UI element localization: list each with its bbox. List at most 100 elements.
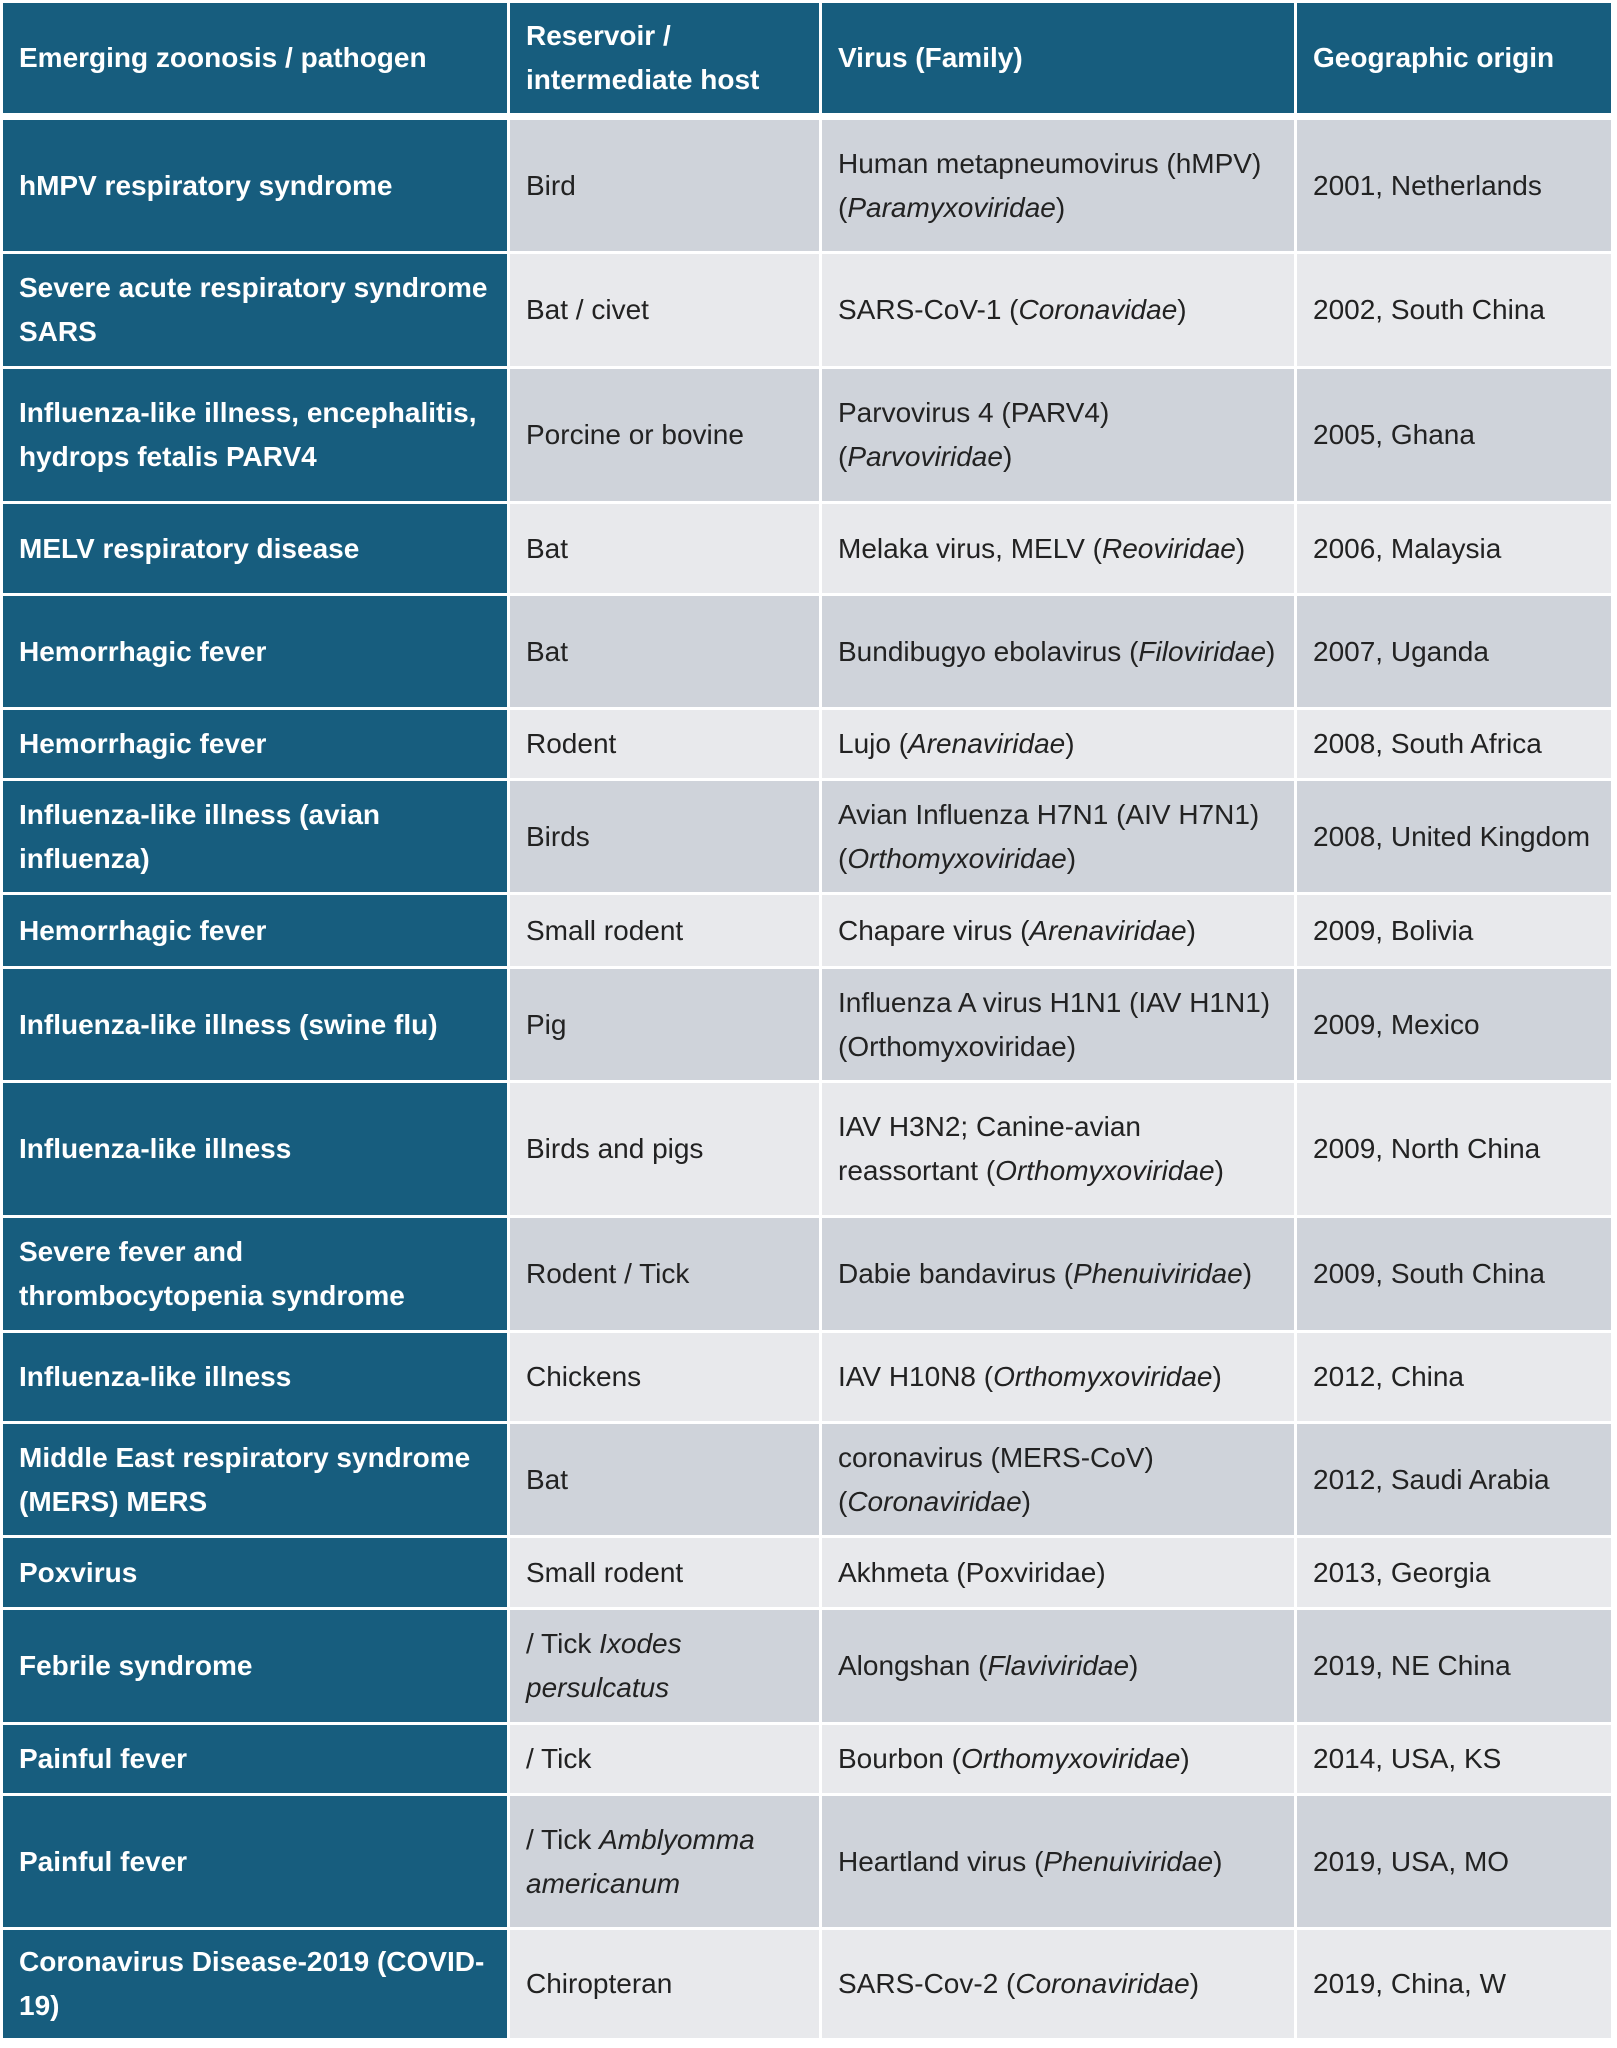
italic-text: Coronavidae [1018, 294, 1178, 325]
table-row: Painful fever / Tick Bourbon (Orthomyxovir… [3, 1725, 1611, 1793]
table-cell: Bundibugyo ebolavirus (Filoviridae) [822, 596, 1294, 707]
text: / Tick [526, 1823, 600, 1855]
table-cell: Hemorrhagic fever [3, 710, 507, 778]
italic-text: Orthomyxoviridae [993, 1361, 1213, 1392]
text: IAV H10N8 ( [838, 1361, 994, 1392]
table-cell: Akhmeta (Poxviridae) [822, 1538, 1294, 1607]
table-cell: IAV H3N2; Canine-avian reassortant (Orth… [822, 1083, 1294, 1215]
table-row: Influenza-like illness Birds and pigs IAV … [3, 1083, 1611, 1215]
table-cell: coronavirus (MERS-CoV) (Coronaviridae) [822, 1424, 1294, 1535]
table-cell: Parvovirus 4 (PARV4) (Parvoviridae) [822, 369, 1294, 501]
table-cell: 2009, South China [1297, 1218, 1611, 1330]
italic-text: Flaviviridae [987, 1650, 1130, 1681]
table-cell: Influenza-like illness [3, 1083, 507, 1215]
text: IAV H3N2; Canine-avian reassortant ( [838, 1111, 1141, 1186]
table-cell: Coronavirus Disease-2019 (COVID-19) [3, 1930, 507, 2038]
table-cell: 2019, USA, MO [1297, 1796, 1611, 1927]
table-cell: / Tick Ixodes persulcatus [510, 1610, 819, 1722]
table-row: Poxvirus Small rodent Akhmeta (Poxviridae)… [3, 1538, 1611, 1607]
table-cell: 2019, China, W [1297, 1930, 1611, 2038]
table-cell: Heartland virus (Phenuiviridae) [822, 1796, 1294, 1927]
italic-text: Filoviridae [1138, 635, 1267, 667]
text: Heartland virus ( [838, 1845, 1044, 1877]
table-row: Severe acute respiratory syndrome SARS Ba… [3, 254, 1611, 366]
table-cell: 2008, United Kingdom [1297, 781, 1611, 892]
table-cell: Painful fever [3, 1725, 507, 1793]
header-cell: Reservoir / intermediate host [510, 3, 819, 117]
table-cell: Hemorrhagic fever [3, 895, 507, 966]
table-cell: Influenza-like illness [3, 1333, 507, 1421]
table-cell: SARS-CoV-1 (Coronavidae) [822, 254, 1294, 366]
table-cell: 2019, NE China [1297, 1610, 1611, 1722]
table-row: Influenza-like illness (avian influenza)… [3, 781, 1611, 892]
table-cell: Small rodent [510, 895, 819, 966]
text: Melaka virus, MELV ( [838, 532, 1102, 564]
table-cell: 2005, Ghana [1297, 369, 1611, 501]
header-cell: Geographic origin [1297, 3, 1611, 117]
table-row: Hemorrhagic fever Small rodent Chapare vir… [3, 895, 1611, 966]
table-cell: Severe fever and thrombocytopenia syndro… [3, 1218, 507, 1330]
text: SARS-Cov-2 ( [838, 1968, 1016, 1999]
table-row: hMPV respiratory syndrome Bird Human metap… [3, 120, 1611, 251]
text: ) [1212, 1361, 1222, 1392]
italic-text: Parvoviridae [847, 441, 1003, 472]
table-cell: Porcine or bovine [510, 369, 819, 501]
table-cell: SARS-Cov-2 (Coronaviridae) [822, 1930, 1294, 2038]
table-cell: Small rodent [510, 1538, 819, 1607]
table-cell: MELV respiratory disease [3, 504, 507, 593]
italic-text: Arenaviridae [1029, 914, 1187, 946]
table-row: Severe fever and thrombocytopenia syndro… [3, 1218, 1611, 1330]
table-cell: 2013, Georgia [1297, 1538, 1611, 1607]
italic-text: Orthomyxoviridae [995, 1155, 1215, 1186]
table-cell: Dabie bandavirus (Phenuiviridae) [822, 1218, 1294, 1330]
table-cell: Middle East respiratory syndrome (MERS) … [3, 1424, 507, 1535]
table-cell: Bat [510, 504, 819, 593]
table-row: Febrile syndrome / Tick Ixodes persulcatu… [3, 1610, 1611, 1722]
table-row: Painful fever / Tick Amblyomma americanum… [3, 1796, 1611, 1927]
header-cell: Emerging zoonosis / pathogen [3, 3, 507, 117]
text: ) [1021, 1485, 1031, 1517]
table-cell: 2008, South Africa [1297, 710, 1611, 778]
table-cell: Avian Influenza H7N1 (AIV H7N1) (Orthomy… [822, 781, 1294, 892]
italic-text: Arenaviridae [908, 728, 1066, 759]
table-cell: 2001, Netherlands [1297, 120, 1611, 251]
table-cell: 2012, China [1297, 1333, 1611, 1421]
table-cell: Rodent [510, 710, 819, 778]
table-row: Hemorrhagic fever Rodent Lujo (Arenavirida… [3, 710, 1611, 778]
table-cell: 2014, USA, KS [1297, 1725, 1611, 1793]
text: ) [1180, 1743, 1190, 1774]
table-row: MELV respiratory disease Bat Melaka virus,… [3, 504, 1611, 593]
text: coronavirus (MERS-CoV) ( [838, 1441, 1154, 1517]
text: ) [1177, 294, 1187, 325]
text: Human metapneumovirus (hMPV) ( [838, 147, 1262, 223]
table-cell: Influenza-like illness (avian influenza) [3, 781, 507, 892]
text: ) [1065, 728, 1075, 759]
table-cell: hMPV respiratory syndrome [3, 120, 507, 251]
table-row: Hemorrhagic fever Bat Bundibugyo ebolaviru… [3, 596, 1611, 707]
table-cell: Alongshan (Flaviviridae) [822, 1610, 1294, 1722]
text: Bundibugyo ebolavirus ( [838, 635, 1139, 667]
text: ) [1266, 635, 1276, 667]
text: ) [1242, 1258, 1253, 1289]
text: ) [1129, 1650, 1139, 1681]
text: Bourbon ( [838, 1743, 961, 1774]
table-row: Influenza-like illness, encephalitis, hy… [3, 369, 1611, 501]
table-cell: Chickens [510, 1333, 819, 1421]
text: ) [1235, 532, 1246, 564]
italic-text: Coronaviridae [1015, 1968, 1190, 1999]
table-cell: Bourbon (Orthomyxoviridae) [822, 1725, 1294, 1793]
table-cell: Birds [510, 781, 819, 892]
italic-text: Phenuiviridae [1043, 1845, 1214, 1877]
table-cell: Chiropteran [510, 1930, 819, 2038]
table-row: Coronavirus Disease-2019 (COVID-19) Chiro… [3, 1930, 1611, 2038]
table-cell: Pig [510, 969, 819, 1080]
italic-text: Orthomyxoviridae [847, 842, 1067, 874]
table-cell: Chapare virus (Arenaviridae) [822, 895, 1294, 966]
text: Chapare virus ( [838, 914, 1030, 946]
italic-text: Coronaviridae [847, 1485, 1022, 1517]
text: ) [1189, 1968, 1200, 1999]
table-cell: Birds and pigs [510, 1083, 819, 1215]
italic-text: Orthomyxoviridae [960, 1743, 1181, 1774]
text: ) [1186, 914, 1196, 946]
